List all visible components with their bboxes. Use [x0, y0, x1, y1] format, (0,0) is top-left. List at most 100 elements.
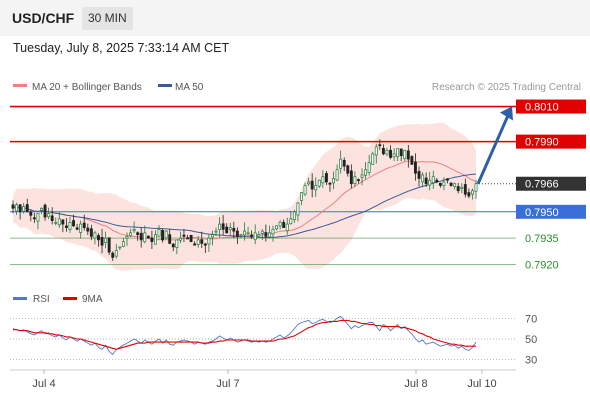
candle — [250, 230, 254, 240]
candle — [328, 181, 332, 192]
rsi-level-label: 30 — [525, 355, 537, 367]
candle — [392, 148, 396, 162]
resistance-level-tag — [516, 134, 586, 149]
candle — [260, 229, 264, 241]
rsi-ma-legend-label: 9MA — [82, 294, 103, 305]
resistance-level-label: 0.7990 — [525, 137, 559, 149]
candle — [50, 207, 54, 225]
candle — [107, 237, 111, 256]
candle — [143, 225, 147, 244]
candle — [235, 227, 239, 245]
rsi-ma-legend-swatch — [63, 297, 77, 300]
candle — [346, 164, 350, 177]
candle — [146, 235, 150, 239]
candle — [406, 144, 410, 168]
rsi-legend-swatch — [13, 297, 27, 300]
forecast-arrow — [476, 106, 513, 185]
candle — [456, 182, 460, 194]
candle — [178, 231, 182, 244]
candle — [374, 143, 378, 164]
pivot-level-label: 0.7950 — [525, 207, 559, 219]
x-axis-label: Jul 10 — [467, 378, 496, 390]
candle — [403, 149, 407, 162]
candle — [43, 203, 47, 221]
candle — [100, 228, 104, 254]
candle — [253, 224, 257, 245]
candle — [40, 207, 43, 215]
candle — [371, 151, 375, 165]
candle — [136, 231, 140, 241]
last-level-tag — [516, 176, 586, 191]
candle — [36, 213, 40, 230]
candle — [246, 226, 250, 236]
resistance-level-tag — [516, 99, 586, 114]
candle — [75, 223, 79, 231]
candle — [239, 234, 243, 239]
candle — [278, 220, 282, 230]
x-axis-label: Jul 4 — [32, 378, 55, 390]
candle — [171, 243, 175, 252]
rsi-legend-label: RSI — [33, 294, 50, 305]
candle — [193, 241, 197, 246]
candle — [121, 237, 125, 248]
rsi-level-label: 70 — [525, 313, 537, 325]
candle — [164, 229, 168, 240]
candle — [200, 231, 204, 249]
candle — [470, 188, 474, 200]
candle — [307, 177, 311, 186]
candle — [360, 168, 364, 186]
rsi-panel: 70 50 30 — [10, 313, 537, 367]
candle — [89, 224, 93, 241]
candle — [154, 230, 157, 245]
candle — [118, 246, 122, 251]
candle — [428, 171, 432, 191]
candle — [54, 217, 58, 226]
timeframe-badge[interactable]: 30 MIN — [82, 7, 133, 30]
rsi-ma-line — [13, 319, 476, 350]
candle — [186, 234, 189, 240]
source-credit: Research © 2025 Trading Central — [432, 82, 581, 93]
rsi-level-label: 50 — [525, 334, 537, 346]
candle — [218, 217, 222, 238]
candle — [57, 212, 61, 228]
ma50-legend-swatch — [158, 84, 172, 87]
candle — [321, 170, 325, 188]
candle — [349, 164, 353, 189]
candle — [72, 214, 75, 228]
candle — [104, 231, 108, 249]
candle — [129, 228, 132, 237]
x-axis-label: Jul 7 — [216, 378, 239, 390]
candle — [114, 243, 118, 259]
candle — [125, 232, 129, 246]
candle — [389, 145, 392, 160]
candle — [442, 177, 446, 191]
chart-datetime: Tuesday, July 8, 2025 7:33:14 AM CET — [13, 41, 230, 55]
candle — [310, 173, 314, 198]
candle — [342, 157, 346, 172]
candle — [324, 171, 328, 186]
candle — [221, 215, 225, 235]
candle — [424, 172, 428, 187]
pivot-level-tag — [516, 204, 586, 219]
candle — [431, 170, 435, 189]
candle — [18, 204, 22, 220]
candle — [414, 153, 417, 181]
candle — [396, 148, 400, 162]
candle — [467, 188, 471, 199]
candle — [168, 229, 172, 245]
candle — [61, 219, 65, 233]
candle — [417, 166, 421, 187]
candle — [421, 172, 425, 188]
candle — [271, 225, 275, 242]
candle — [196, 236, 200, 248]
candle — [339, 150, 343, 174]
candle — [157, 225, 161, 237]
candle — [82, 214, 86, 231]
candles — [11, 139, 478, 261]
ma20-legend-swatch — [13, 84, 27, 87]
candle — [435, 177, 439, 184]
candle — [357, 178, 360, 184]
candle — [228, 222, 232, 236]
header-bar: USD/CHF 30 MIN — [0, 0, 590, 36]
